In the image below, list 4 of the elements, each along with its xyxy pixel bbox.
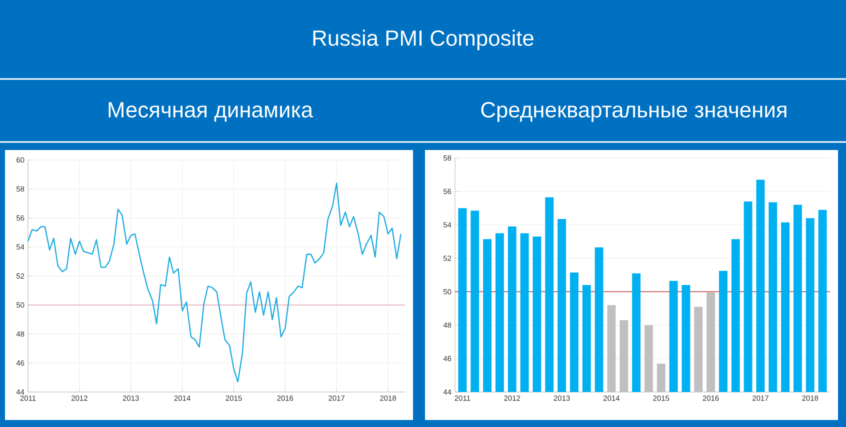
line-series <box>27 182 402 382</box>
chart-subtitle: Среднеквартальные значения <box>481 102 786 122</box>
chart-subtitle: Месячная динамика <box>108 102 314 122</box>
chart-title: Russia PMI Composite <box>313 30 534 50</box>
